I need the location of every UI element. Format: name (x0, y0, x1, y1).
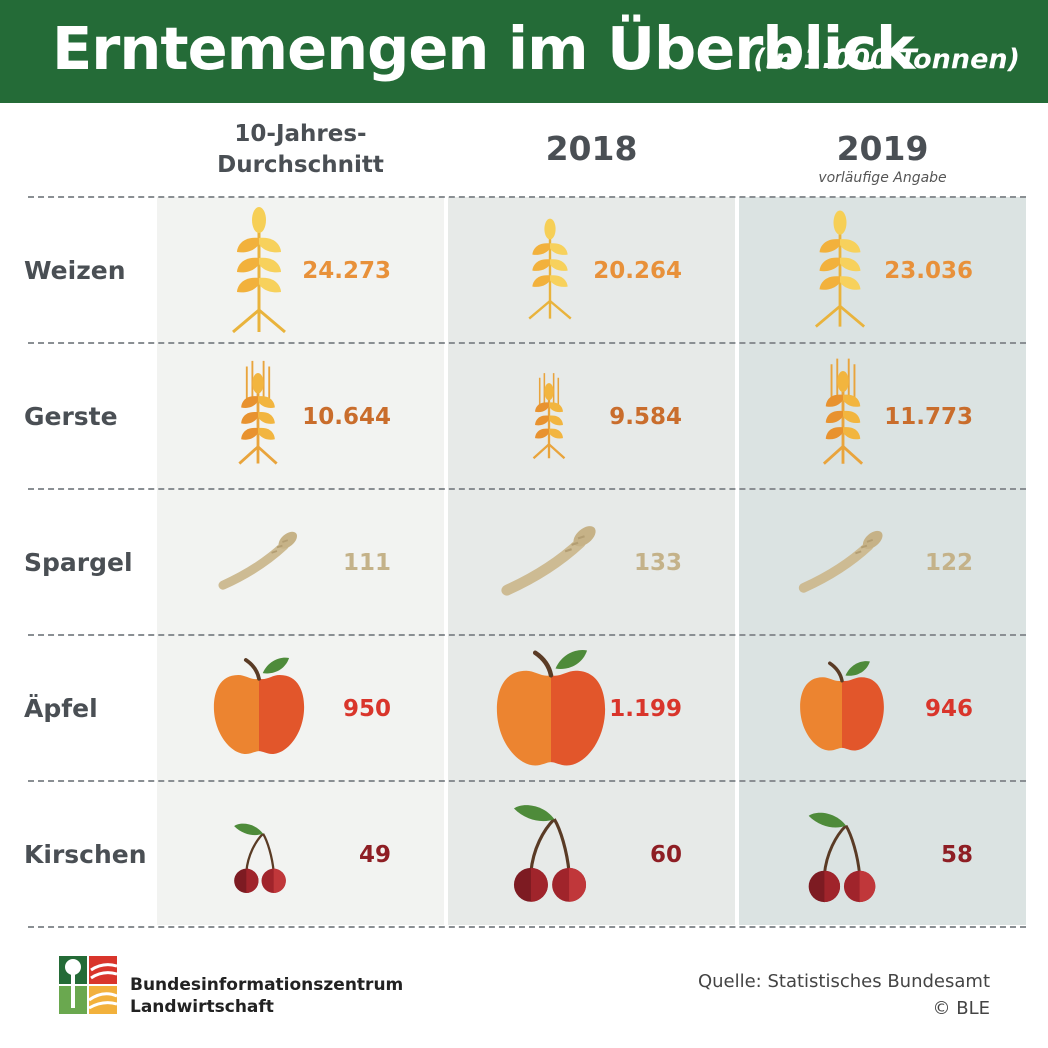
org-name: Bundesinformationszentrum Landwirtschaft (130, 974, 403, 1018)
row-label-gerste: Gerste (24, 402, 118, 431)
header-bar: Erntemengen im Überblick (in 1.000 Tonne… (0, 0, 1048, 103)
row-separator (28, 780, 1026, 782)
org-name-line2: Landwirtschaft (130, 997, 274, 1017)
bzl-logo (59, 956, 117, 1014)
column-header-average-line2: Durchschnitt (217, 152, 384, 178)
value-gerste-2019: 11.773 (884, 404, 973, 430)
row-label-kirschen: Kirschen (24, 840, 147, 869)
row-separator (28, 488, 1026, 490)
row-separator (28, 926, 1026, 928)
column-header-average: 10-Jahres- Durchschnitt (157, 119, 444, 181)
column-header-2019: 2019 (836, 129, 929, 168)
column-background-2019 (739, 197, 1026, 925)
value-kirschen-2018: 60 (649, 842, 682, 868)
copyright-text: © BLE (932, 998, 990, 1019)
value-weizen-average: 24.273 (302, 258, 391, 284)
value-gerste-2018: 9.584 (609, 404, 682, 430)
row-separator (28, 342, 1026, 344)
row-label-spargel: Spargel (24, 548, 133, 577)
row-separator (28, 196, 1026, 198)
value-spargel-2018: 133 (633, 550, 682, 576)
row-label-weizen: Weizen (24, 256, 126, 285)
column-background-average (157, 197, 444, 925)
source-note: Quelle: Statistisches Bundesamt © BLE (698, 968, 990, 1022)
value-weizen-2019: 23.036 (884, 258, 973, 284)
page-title: Erntemengen im Überblick (52, 14, 915, 83)
row-separator (28, 634, 1026, 636)
value-aepfel-2018: 1.199 (609, 696, 682, 722)
column-background-2018 (448, 197, 735, 925)
column-note-2019: vorläufige Angabe (818, 170, 947, 186)
org-name-line1: Bundesinformationszentrum (130, 975, 404, 995)
page-subtitle: (in 1.000 Tonnen) (753, 44, 1020, 75)
value-spargel-average: 111 (342, 550, 391, 576)
value-spargel-2019: 122 (924, 550, 973, 576)
value-kirschen-2019: 58 (940, 842, 973, 868)
column-header-2018: 2018 (545, 129, 638, 168)
value-aepfel-average: 950 (342, 696, 391, 722)
source-text: Quelle: Statistisches Bundesamt (697, 971, 990, 992)
value-aepfel-2019: 946 (924, 696, 973, 722)
column-header-average-line1: 10-Jahres- (234, 121, 367, 147)
value-weizen-2018: 20.264 (593, 258, 682, 284)
row-label-aepfel: Äpfel (24, 694, 98, 723)
value-gerste-average: 10.644 (302, 404, 391, 430)
value-kirschen-average: 49 (358, 842, 391, 868)
